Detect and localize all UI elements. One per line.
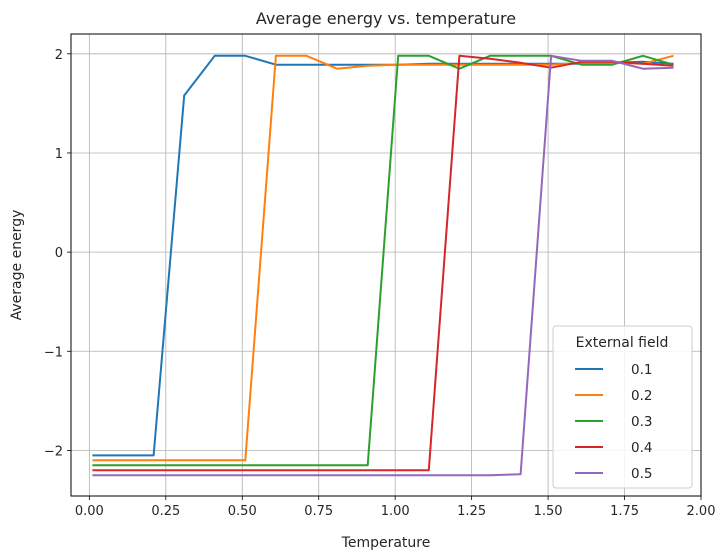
x-tick-label: 0.50: [228, 504, 257, 519]
legend-title: External field: [576, 335, 669, 351]
series-line-0.4: [92, 54, 674, 472]
x-tick-label: 1.75: [610, 504, 639, 519]
axis-ticks: 0.00 0.25 0.50 0.75 1.00 1.25 1.50 1.75 2.00−2−1…: [44, 48, 716, 519]
x-tick-label: 0.25: [151, 504, 180, 519]
x-tick-label: 0.00: [75, 504, 104, 519]
x-tick-label: 1.50: [534, 504, 563, 519]
x-tick-label: 0.75: [304, 504, 333, 519]
x-axis-label: Temperature: [341, 535, 431, 551]
y-tick-label: −1: [44, 345, 63, 360]
legend: External field 0.1 0.2 0.3 0.4 0.5: [552, 325, 693, 489]
y-tick-label: 1: [55, 147, 63, 162]
legend-items: 0.1 0.2 0.3 0.4 0.5: [575, 362, 652, 482]
x-tick-label: 1.25: [457, 504, 486, 519]
y-tick-label: 0: [55, 246, 63, 261]
legend-label-0.5: 0.5: [631, 466, 652, 482]
y-tick-label: −2: [44, 444, 63, 459]
plot-frame: [70, 33, 702, 497]
x-tick-label: 1.00: [381, 504, 410, 519]
y-tick-label: 2: [55, 48, 63, 63]
legend-label-0.2: 0.2: [631, 388, 652, 404]
x-tick-label: 2.00: [687, 504, 716, 519]
series-lines: [92, 54, 674, 477]
legend-label-0.3: 0.3: [631, 414, 652, 430]
legend-label-0.1: 0.1: [631, 362, 652, 378]
chart-title: Average energy vs. temperature: [256, 9, 516, 28]
series-line-0.5: [92, 54, 674, 477]
legend-label-0.4: 0.4: [631, 440, 652, 456]
y-axis-label: Average energy: [9, 210, 25, 321]
